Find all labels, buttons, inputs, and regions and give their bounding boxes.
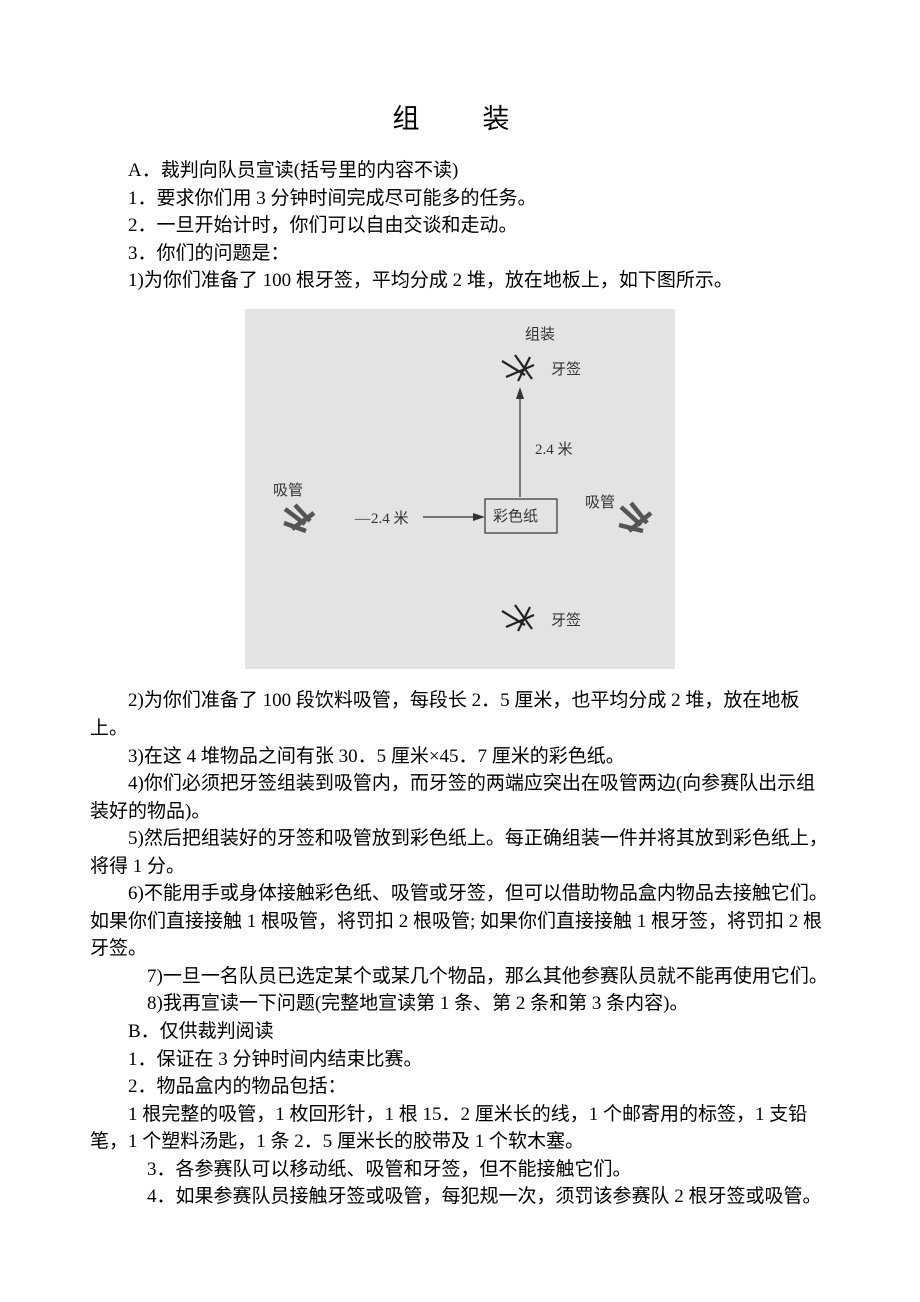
paper-label: 彩色纸 bbox=[493, 508, 538, 525]
section-a-item2: 2)为你们准备了 100 段饮料吸管，每段长 2．5 厘米，也平均分成 2 堆，… bbox=[90, 687, 830, 742]
straw-label-right: 吸管 bbox=[585, 494, 615, 511]
section-a-item7: 7)一旦一名队员已选定某个或某几个物品，那么其他参赛队员就不能再使用它们。 bbox=[90, 963, 830, 991]
distance-label-h: 2.4 米 bbox=[371, 510, 409, 527]
section-b-line3: 3．各参赛队可以移动纸、吸管和牙签，但不能接触它们。 bbox=[90, 1156, 830, 1184]
section-a-heading: A．裁判向队员宣读(括号里的内容不读) bbox=[90, 157, 830, 185]
page-title: 组 装 bbox=[90, 100, 830, 139]
section-b-line2: 2．物品盒内的物品包括： bbox=[90, 1073, 830, 1101]
toothpick-label-bottom: 牙签 bbox=[551, 612, 581, 629]
section-a-line3: 3．你们的问题是： bbox=[90, 240, 830, 268]
section-a-item8: 8)我再宣读一下问题(完整地宣读第 1 条、第 2 条和第 3 条内容)。 bbox=[90, 990, 830, 1018]
section-a-item5: 5)然后把组装好的牙签和吸管放到彩色纸上。每正确组装一件并将其放到彩色纸上，将得… bbox=[90, 825, 830, 880]
straw-label-left: 吸管 bbox=[273, 482, 303, 499]
assembly-diagram: 组装 牙签 2.4 米 彩色纸 吸管 — 2.4 米 bbox=[245, 309, 675, 678]
section-b-heading: B．仅供裁判阅读 bbox=[90, 1018, 830, 1046]
section-a-line2: 2．一旦开始计时，你们可以自由交谈和走动。 bbox=[90, 212, 830, 240]
section-a-item6: 6)不能用手或身体接触彩色纸、吸管或牙签，但可以借助物品盒内物品去接触它们。如果… bbox=[90, 880, 830, 963]
section-a-line1: 1．要求你们用 3 分钟时间完成尽可能多的任务。 bbox=[90, 185, 830, 213]
svg-text:—: — bbox=[354, 511, 371, 527]
toothpick-label-top: 牙签 bbox=[551, 361, 581, 378]
section-a-item1: 1)为你们准备了 100 根牙签，平均分成 2 堆，放在地板上，如下图所示。 bbox=[90, 267, 830, 295]
section-b-line4: 4．如果参赛队员接触牙签或吸管，每犯规一次，须罚该参赛队 2 根牙签或吸管。 bbox=[90, 1183, 830, 1211]
section-a-item4: 4)你们必须把牙签组装到吸管内，而牙签的两端应突出在吸管两边(向参赛队出示组装好… bbox=[90, 770, 830, 825]
distance-label-v: 2.4 米 bbox=[535, 441, 573, 458]
section-b-line1: 1．保证在 3 分钟时间内结束比赛。 bbox=[90, 1046, 830, 1074]
diagram-title-label: 组装 bbox=[525, 326, 555, 343]
section-a-item3: 3)在这 4 堆物品之间有张 30．5 厘米×45．7 厘米的彩色纸。 bbox=[90, 743, 830, 771]
section-b-items-detail: 1 根完整的吸管，1 枚回形针，1 根 15．2 厘米长的线，1 个邮寄用的标签… bbox=[90, 1101, 830, 1156]
